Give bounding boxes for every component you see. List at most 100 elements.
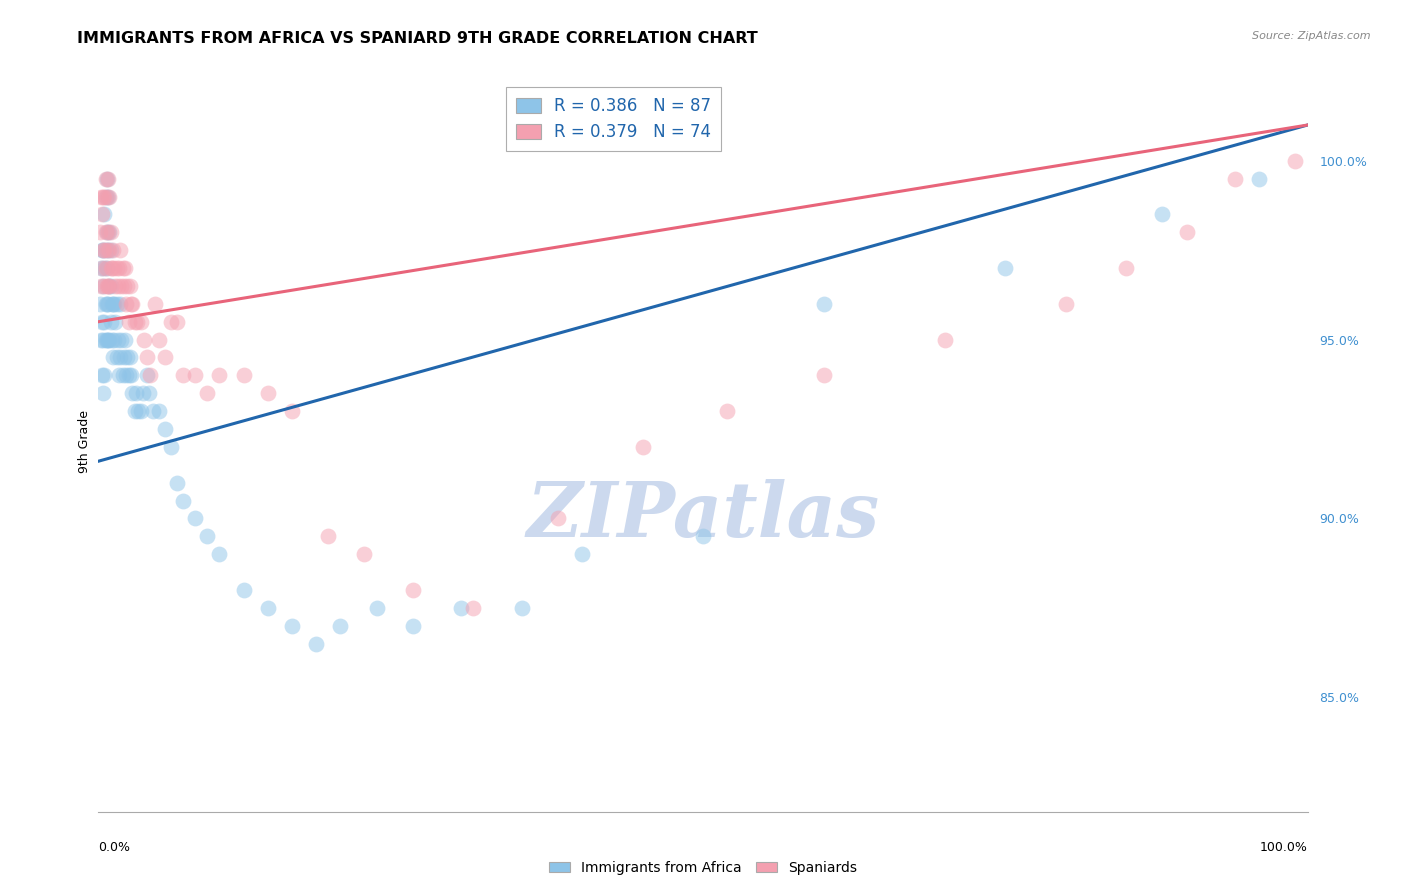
Point [195, 529, 218, 543]
Point [98, 225, 121, 239]
Point [94, 189, 117, 203]
Point [93, 243, 115, 257]
Point [91, 386, 114, 401]
Point [114, 261, 136, 276]
Point [232, 582, 254, 597]
Point [934, 333, 956, 347]
Point [125, 386, 148, 401]
Point [100, 333, 122, 347]
Point [100, 243, 122, 257]
Point [148, 333, 170, 347]
Point [91, 368, 114, 383]
Point [91, 315, 114, 329]
Point [281, 618, 304, 632]
Point [89, 297, 111, 311]
Point [129, 404, 152, 418]
Point [115, 368, 138, 383]
Point [110, 333, 132, 347]
Point [107, 279, 129, 293]
Point [143, 297, 166, 311]
Point [98, 279, 121, 293]
Point [114, 333, 136, 347]
Point [813, 297, 835, 311]
Text: 100.0%: 100.0% [1260, 841, 1308, 855]
Point [172, 493, 194, 508]
Point [94, 225, 117, 239]
Point [97, 297, 120, 311]
Text: IMMIGRANTS FROM AFRICA VS SPANIARD 9TH GRADE CORRELATION CHART: IMMIGRANTS FROM AFRICA VS SPANIARD 9TH G… [77, 31, 758, 46]
Point [108, 297, 131, 311]
Point [100, 315, 122, 329]
Point [98, 333, 121, 347]
Point [631, 440, 654, 454]
Point [195, 386, 218, 401]
Point [94, 171, 117, 186]
Point [160, 315, 183, 329]
Point [120, 297, 142, 311]
Point [124, 404, 146, 418]
Point [160, 440, 183, 454]
Point [256, 600, 278, 615]
Point [510, 600, 533, 615]
Point [97, 171, 120, 186]
Point [100, 297, 122, 311]
Point [813, 368, 835, 383]
Point [91, 279, 114, 293]
Point [105, 297, 128, 311]
Point [90, 261, 112, 276]
Point [98, 243, 121, 257]
Point [115, 297, 138, 311]
Legend: Immigrants from Africa, Spaniards: Immigrants from Africa, Spaniards [544, 855, 862, 880]
Point [91, 243, 114, 257]
Point [101, 297, 124, 311]
Point [107, 333, 129, 347]
Point [97, 189, 120, 203]
Point [98, 189, 121, 203]
Point [571, 547, 593, 561]
Point [366, 600, 388, 615]
Point [96, 279, 118, 293]
Point [100, 279, 122, 293]
Point [91, 243, 114, 257]
Point [463, 600, 485, 615]
Point [316, 529, 339, 543]
Point [104, 279, 127, 293]
Point [172, 368, 194, 383]
Point [96, 189, 118, 203]
Point [127, 315, 149, 329]
Point [108, 368, 131, 383]
Point [111, 261, 134, 276]
Point [101, 243, 124, 257]
Point [184, 368, 207, 383]
Point [402, 618, 425, 632]
Point [94, 261, 117, 276]
Point [90, 189, 112, 203]
Point [1152, 207, 1174, 221]
Point [108, 351, 131, 365]
Point [94, 333, 117, 347]
Point [91, 189, 114, 203]
Point [96, 225, 118, 239]
Point [1115, 261, 1137, 276]
Point [103, 297, 125, 311]
Point [94, 297, 117, 311]
Point [135, 368, 157, 383]
Point [1054, 297, 1077, 311]
Point [135, 351, 157, 365]
Point [166, 315, 188, 329]
Point [93, 368, 115, 383]
Point [329, 618, 352, 632]
Point [96, 333, 118, 347]
Point [98, 279, 121, 293]
Point [89, 225, 111, 239]
Text: 0.0%: 0.0% [98, 841, 131, 855]
Point [1223, 171, 1246, 186]
Point [101, 351, 124, 365]
Point [716, 404, 738, 418]
Point [166, 475, 188, 490]
Point [305, 637, 328, 651]
Point [100, 261, 122, 276]
Point [94, 243, 117, 257]
Point [1175, 225, 1198, 239]
Point [129, 315, 152, 329]
